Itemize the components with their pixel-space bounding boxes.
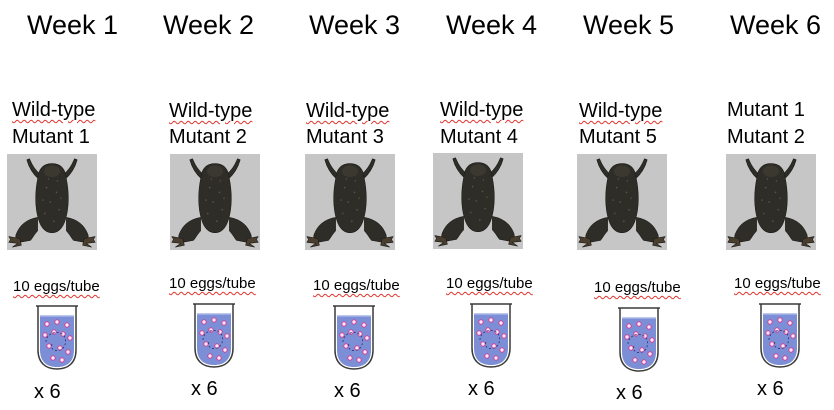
week-2-egg-tube [191, 302, 237, 368]
week-4-frog-photo [433, 153, 523, 249]
week-5-heading: Week 5 [583, 10, 675, 40]
week-3-eggs-label: 10 eggs/tube [313, 277, 400, 294]
week-1-strain-1: Wild-type [12, 99, 96, 121]
week-4-strain-2: Mutant 4 [440, 126, 518, 148]
week-1-egg-tube [34, 304, 80, 370]
week-1-tube-count: x 6 [34, 381, 61, 403]
week-4-egg-tube [468, 302, 514, 368]
week-4-eggs-label: 10 eggs/tube [446, 275, 533, 292]
week-3-frog-photo [305, 154, 395, 250]
week-5-egg-tube [616, 306, 662, 372]
week-5-strain-1: Wild-type [579, 100, 663, 122]
week-6-strain-2: Mutant 2 [727, 126, 805, 148]
week-4-strain-1: Wild-type [440, 99, 524, 121]
week-2-frog-photo [170, 154, 260, 250]
week-3-heading: Week 3 [309, 10, 401, 40]
week-5-tube-count: x 6 [616, 382, 643, 404]
week-2-heading: Week 2 [163, 10, 255, 40]
week-3-tube-count: x 6 [334, 380, 361, 402]
week-2-strain-2: Mutant 2 [169, 126, 247, 148]
week-3-egg-tube [331, 304, 377, 370]
week-5-eggs-label: 10 eggs/tube [594, 279, 681, 296]
week-2-tube-count: x 6 [191, 378, 218, 400]
week-3-strain-2: Mutant 3 [306, 126, 384, 148]
week-1-eggs-label: 10 eggs/tube [13, 278, 100, 295]
week-3-strain-1: Wild-type [306, 100, 390, 122]
week-6-heading: Week 6 [730, 10, 822, 40]
week-2-eggs-label: 10 eggs/tube [169, 275, 256, 292]
week-1-frog-photo [7, 154, 97, 250]
week-4-heading: Week 4 [446, 10, 538, 40]
week-1-strain-2: Mutant 1 [12, 126, 90, 148]
week-1-heading: Week 1 [27, 10, 119, 40]
week-6-egg-tube [757, 302, 803, 368]
week-5-frog-photo [577, 154, 667, 250]
week-6-tube-count: x 6 [757, 378, 784, 400]
week-2-strain-1: Wild-type [169, 100, 253, 122]
week-6-eggs-label: 10 eggs/tube [734, 275, 821, 292]
week-5-strain-2: Mutant 5 [579, 126, 657, 148]
week-4-tube-count: x 6 [468, 378, 495, 400]
week-6-frog-photo [726, 154, 816, 250]
week-6-strain-1: Mutant 1 [727, 99, 805, 121]
